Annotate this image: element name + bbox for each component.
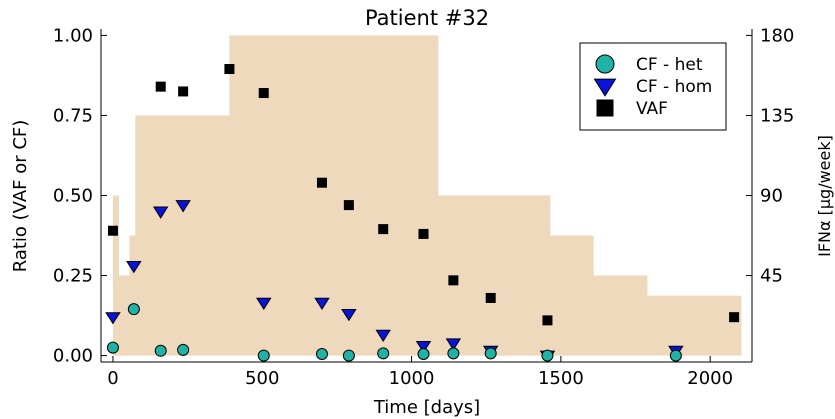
data-point (541, 349, 554, 362)
series-cf-het (106, 303, 682, 362)
y-tick-label: 0.25 (53, 266, 93, 287)
data-point (417, 347, 430, 360)
legend-marker (593, 78, 617, 97)
data-point (126, 261, 142, 274)
data-point (378, 224, 389, 235)
data-point (342, 349, 355, 362)
data-point (448, 275, 459, 286)
data-point (669, 349, 682, 362)
data-point (257, 349, 270, 362)
data-point (316, 177, 327, 188)
data-point (415, 341, 432, 354)
legend-label: VAF (636, 99, 668, 119)
x-tick-label: 1500 (538, 368, 584, 389)
data-point (106, 341, 119, 354)
y2-tick-label: 180 (760, 25, 794, 46)
x-tick-label: 2000 (687, 368, 733, 389)
treatment-area (112, 35, 742, 356)
treatment-layer (112, 35, 742, 356)
data-point (445, 338, 462, 351)
data-point (127, 303, 140, 316)
data-point (177, 343, 190, 356)
legend-marker (595, 54, 615, 74)
y2-tick-label: 135 (760, 105, 794, 126)
data-point (107, 225, 118, 236)
data-point (154, 344, 167, 357)
x-tick-label: 500 (245, 368, 279, 389)
data-point (375, 329, 391, 343)
data-point (152, 206, 169, 219)
data-point (315, 347, 328, 360)
data-point (418, 228, 429, 239)
y2-tick-label: 45 (760, 266, 783, 287)
y2-tick-label: 90 (760, 186, 783, 207)
y-tick-label: 1.00 (53, 25, 93, 46)
x-tick-label: 1000 (389, 368, 435, 389)
data-point (377, 347, 390, 360)
legend-marker (596, 99, 614, 117)
data-point (484, 347, 497, 360)
y-axis-label: Ratio (VAF or CF) (10, 120, 31, 273)
data-point (314, 297, 330, 311)
data-point (175, 200, 191, 213)
y2-axis-label: IFNα [μg/week] (815, 135, 834, 257)
x-axis-label: Time [days] (373, 397, 480, 418)
series-layer (105, 64, 740, 363)
data-point (155, 81, 166, 92)
data-point (255, 297, 272, 311)
series-vaf (107, 64, 740, 326)
data-point (224, 64, 235, 75)
legend-label: CF - hom (636, 77, 712, 97)
data-point (178, 86, 189, 97)
data-point (447, 347, 460, 360)
data-point (105, 312, 121, 325)
data-point (343, 200, 354, 211)
data-point (341, 309, 357, 322)
legend-label: CF - het (636, 55, 703, 75)
x-tick-label: 0 (107, 368, 118, 389)
y-tick-label: 0.00 (53, 346, 93, 367)
chart-title: Patient #32 (365, 6, 489, 30)
data-point (258, 88, 269, 99)
axes-layer: 0 500 1000 1500 2000 0.00 0.25 0.50 0.75 1.00 45 90… (53, 25, 794, 389)
y-tick-label: 0.75 (53, 105, 93, 126)
data-point (485, 292, 496, 303)
data-point (542, 315, 553, 326)
data-point (729, 312, 740, 323)
y-tick-label: 0.50 (53, 186, 93, 207)
